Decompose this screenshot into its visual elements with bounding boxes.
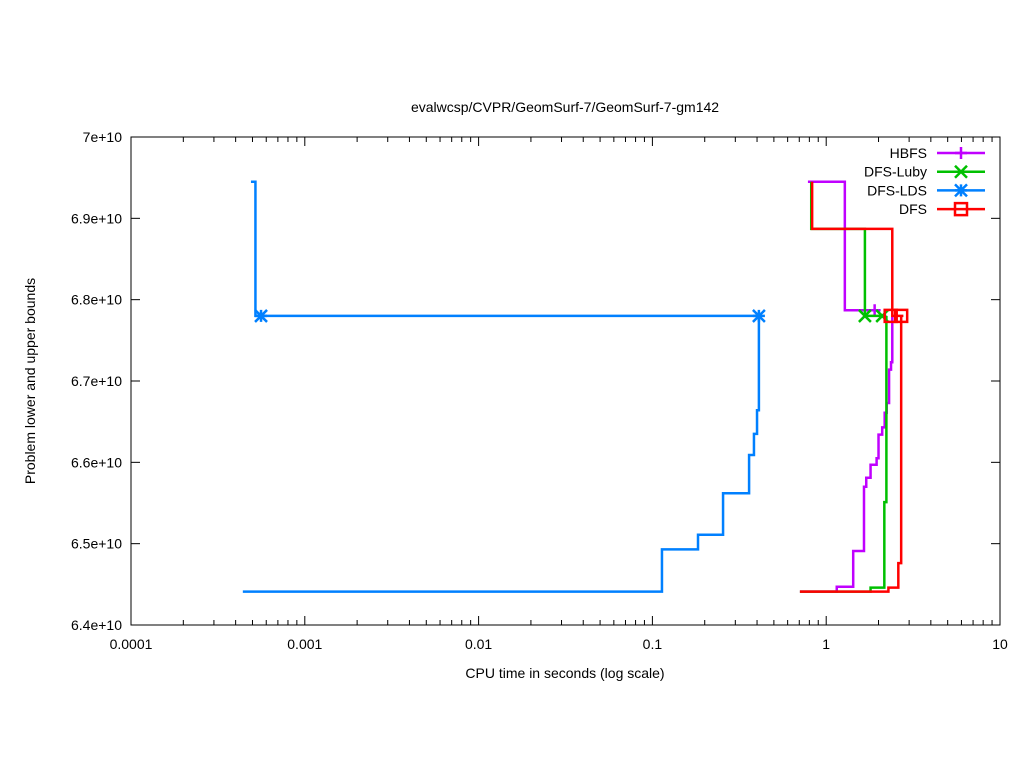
legend-label-hbfs: HBFS bbox=[890, 145, 927, 161]
legend-label-dfs-luby: DFS-Luby bbox=[864, 164, 927, 180]
x-tick-label: 0.0001 bbox=[110, 636, 153, 652]
x-tick-label: 0.01 bbox=[465, 636, 492, 652]
legend-label-dfs: DFS bbox=[899, 201, 927, 217]
series-dfs bbox=[799, 181, 909, 593]
series-dfs-upper-bound bbox=[810, 181, 904, 318]
legend-label-dfs-lds: DFS-LDS bbox=[867, 182, 927, 198]
series-hbfs bbox=[799, 180, 894, 593]
series-dfs-marker bbox=[893, 308, 909, 324]
y-tick-label: 6.9e+10 bbox=[71, 210, 122, 226]
series-dfs-lds bbox=[242, 180, 766, 593]
x-tick-label: 1 bbox=[822, 636, 830, 652]
series-dfs-lds-lower-bound bbox=[242, 315, 761, 593]
series-hbfs-lower-bound bbox=[799, 316, 894, 593]
y-tick-label: 6.7e+10 bbox=[71, 373, 122, 389]
chart-title: evalwcsp/CVPR/GeomSurf-7/GeomSurf-7-gm14… bbox=[411, 99, 719, 115]
series-dfs-lds-marker bbox=[752, 309, 766, 323]
series-dfs-lower-bound bbox=[799, 315, 903, 593]
y-tick-label: 6.5e+10 bbox=[71, 536, 122, 552]
legend: HBFS DFS-Luby DFS-LDS DFS bbox=[864, 145, 985, 217]
legend-marker-dfs bbox=[953, 201, 969, 217]
plot-area bbox=[242, 180, 909, 593]
x-tick-label: 0.1 bbox=[643, 636, 663, 652]
plot-border bbox=[130, 136, 1001, 626]
legend-marker-dfs-luby bbox=[954, 164, 968, 179]
y-tick-label: 6.4e+10 bbox=[71, 617, 122, 633]
series-dfs-luby-upper-bound bbox=[809, 181, 887, 318]
y-tick-label: 6.8e+10 bbox=[71, 292, 122, 308]
x-tick-label: 10 bbox=[992, 636, 1008, 652]
y-tick-label: 6.6e+10 bbox=[71, 454, 122, 470]
series-dfs-luby-marker bbox=[875, 309, 890, 323]
axes: 0.0001 0.001 0.01 0.1 1 10 6.4e+10 6.5e+10 6.6e+… bbox=[71, 129, 1008, 652]
x-tick-label: 0.001 bbox=[287, 636, 322, 652]
series-dfs-lds-upper-bound bbox=[250, 180, 759, 318]
y-axis-label: Problem lower and upper bounds bbox=[22, 278, 38, 484]
legend-marker-hbfs bbox=[955, 147, 967, 159]
y-tick-label: 7e+10 bbox=[83, 129, 123, 145]
legend-marker-dfs-lds bbox=[954, 183, 968, 198]
series-dfs-lds-marker bbox=[254, 309, 268, 323]
series-dfs-luby-marker bbox=[858, 309, 872, 323]
series-dfs-luby-lower-bound bbox=[799, 315, 888, 593]
x-axis-label: CPU time in seconds (log scale) bbox=[465, 665, 664, 681]
